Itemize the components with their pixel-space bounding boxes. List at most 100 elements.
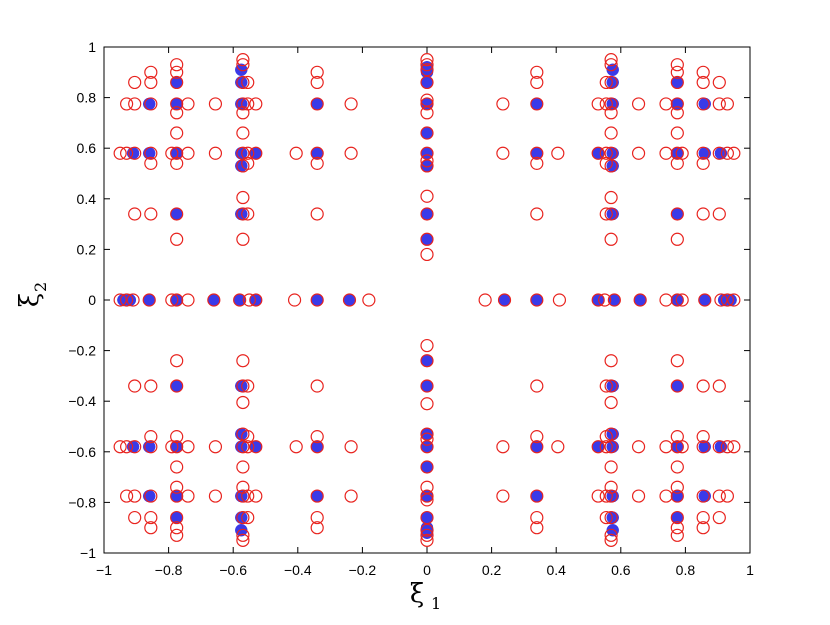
open-point bbox=[478, 293, 492, 307]
open-point bbox=[599, 379, 613, 393]
open-point bbox=[287, 293, 302, 307]
open-point bbox=[170, 528, 184, 542]
open-point bbox=[670, 510, 684, 525]
open-point bbox=[530, 489, 544, 503]
open-point bbox=[604, 460, 618, 474]
y-tick-label: 1 bbox=[88, 39, 96, 55]
open-point bbox=[631, 489, 646, 503]
open-point bbox=[241, 440, 255, 454]
y-tick-label: 0 bbox=[88, 292, 96, 308]
open-point bbox=[670, 379, 684, 393]
open-point bbox=[696, 97, 710, 111]
open-point bbox=[604, 395, 618, 410]
open-point bbox=[236, 460, 250, 474]
open-point bbox=[208, 146, 223, 160]
open-point bbox=[712, 207, 726, 221]
filled-point bbox=[724, 293, 737, 307]
open-point bbox=[181, 293, 195, 307]
open-point bbox=[170, 146, 184, 160]
open-point bbox=[249, 489, 263, 503]
open-point bbox=[170, 293, 184, 307]
open-point bbox=[696, 65, 710, 79]
filled-point bbox=[235, 63, 248, 77]
open-point bbox=[241, 207, 255, 221]
open-point bbox=[631, 97, 646, 111]
open-point bbox=[670, 232, 684, 246]
open-point bbox=[236, 190, 250, 205]
open-point bbox=[420, 354, 434, 368]
open-point bbox=[113, 293, 127, 307]
open-point bbox=[659, 440, 673, 454]
open-point bbox=[530, 379, 544, 393]
open-point bbox=[236, 159, 250, 173]
open-point bbox=[120, 97, 134, 111]
open-point bbox=[170, 521, 184, 535]
open-point bbox=[712, 489, 726, 503]
open-point bbox=[144, 207, 158, 221]
open-point bbox=[420, 493, 434, 507]
open-point bbox=[126, 293, 140, 307]
open-point bbox=[310, 430, 324, 444]
open-point bbox=[604, 480, 618, 494]
open-point bbox=[144, 156, 158, 170]
open-point bbox=[604, 126, 618, 140]
open-point bbox=[591, 97, 605, 111]
open-point bbox=[670, 480, 684, 494]
open-point bbox=[170, 106, 184, 120]
open-point bbox=[727, 293, 741, 307]
open-point bbox=[696, 156, 710, 170]
x-tick-label: −0.6 bbox=[219, 562, 247, 578]
open-point bbox=[170, 440, 184, 454]
open-point bbox=[310, 65, 324, 79]
open-point bbox=[604, 159, 618, 173]
open-point bbox=[670, 97, 684, 111]
open-point bbox=[420, 338, 434, 353]
open-point bbox=[496, 440, 510, 454]
y-tick-label: 0.6 bbox=[77, 140, 97, 156]
open-point bbox=[599, 146, 613, 160]
open-point bbox=[420, 480, 434, 494]
open-point bbox=[696, 489, 710, 503]
x-tick-label: 0.2 bbox=[482, 562, 502, 578]
open-point bbox=[552, 293, 567, 307]
open-point bbox=[420, 159, 434, 173]
open-point bbox=[120, 293, 134, 307]
open-point bbox=[233, 293, 247, 307]
open-point bbox=[420, 232, 434, 246]
open-point bbox=[696, 207, 710, 221]
open-point bbox=[208, 489, 223, 503]
filled-point bbox=[606, 63, 619, 77]
open-point bbox=[712, 379, 726, 393]
open-point bbox=[720, 146, 734, 160]
open-point bbox=[420, 93, 434, 107]
open-point bbox=[604, 510, 618, 525]
open-point bbox=[670, 146, 684, 160]
open-point bbox=[530, 293, 544, 307]
open-point bbox=[659, 293, 673, 307]
open-point bbox=[604, 190, 618, 205]
open-point bbox=[128, 146, 142, 160]
open-point bbox=[236, 440, 250, 454]
open-point bbox=[714, 293, 728, 307]
open-point bbox=[720, 489, 734, 503]
open-point bbox=[165, 146, 179, 160]
open-point bbox=[181, 440, 195, 454]
open-point bbox=[170, 58, 184, 72]
open-point bbox=[144, 75, 158, 90]
open-point bbox=[530, 521, 544, 535]
open-point bbox=[236, 510, 250, 525]
open-point bbox=[604, 75, 618, 90]
open-point bbox=[496, 146, 510, 160]
open-point bbox=[670, 65, 684, 79]
open-point bbox=[170, 354, 184, 368]
x-tick-label: 1 bbox=[746, 562, 754, 578]
x-tick-label: −1 bbox=[96, 562, 112, 578]
open-point bbox=[420, 146, 434, 160]
open-point bbox=[659, 97, 673, 111]
open-point bbox=[530, 156, 544, 170]
open-point bbox=[120, 440, 134, 454]
open-point bbox=[599, 440, 613, 454]
open-point bbox=[720, 97, 734, 111]
open-point bbox=[289, 146, 303, 160]
open-point bbox=[420, 97, 434, 111]
